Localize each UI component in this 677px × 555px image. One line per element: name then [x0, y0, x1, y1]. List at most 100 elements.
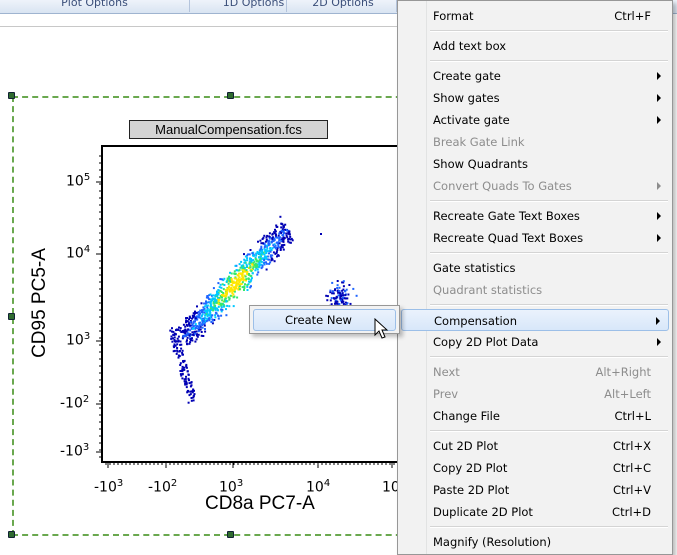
scatter-dot	[243, 285, 246, 288]
menu-item-paste-2d-plot[interactable]: Paste 2D Plot Ctrl+V	[433, 483, 651, 497]
scatter-dot	[191, 390, 194, 393]
scatter-dot	[232, 293, 235, 296]
scatter-dot	[193, 393, 196, 396]
resize-handle-bottom-left[interactable]	[8, 531, 15, 538]
menu-item-duplicate-2d-plot[interactable]: Duplicate 2D Plot Ctrl+D	[433, 505, 651, 519]
scatter-dot	[200, 315, 203, 318]
plot-title[interactable]: ManualCompensation.fcs	[129, 120, 328, 139]
scatter-dot	[241, 281, 244, 284]
scatter-dot	[232, 280, 235, 283]
scatter-dot	[188, 379, 190, 382]
scatter-dot	[246, 270, 249, 273]
scatter-dot	[224, 294, 227, 297]
scatter-dot	[258, 258, 261, 261]
tab-2d-options[interactable]: 2D Options	[290, 0, 397, 12]
scatter-dot	[249, 266, 252, 269]
scatter-dot	[278, 236, 281, 239]
tab-1d-options[interactable]: 1D Options	[221, 0, 287, 12]
scatter-dot	[250, 270, 253, 272]
scatter-dot	[203, 323, 206, 325]
scatter-dot	[221, 308, 224, 311]
menu-item-compensation[interactable]: Compensation	[401, 309, 669, 331]
menu-item-next[interactable]: Next Alt+Right	[433, 365, 651, 379]
scatter-dot	[205, 317, 208, 320]
scatter-dot	[285, 232, 288, 235]
scatter-dot	[241, 274, 244, 277]
scatter-dot	[258, 256, 260, 259]
resize-handle-top[interactable]	[227, 92, 234, 99]
scatter-dot	[246, 265, 249, 268]
scatter-dot	[233, 270, 236, 273]
menu-item-create-gate[interactable]: Create gate	[401, 65, 669, 87]
menu-item-magnify-resolution[interactable]: Magnify (Resolution)	[433, 535, 552, 549]
resize-handle-top-left[interactable]	[8, 92, 15, 99]
scatter-dot	[217, 305, 220, 308]
menu-item-cut-2d-plot[interactable]: Cut 2D Plot Ctrl+X	[433, 439, 651, 453]
scatter-dot	[286, 229, 288, 232]
scatter-dot	[206, 295, 209, 298]
scatter-dot	[259, 253, 262, 256]
scatter-dot	[191, 333, 194, 336]
scatter-dot	[189, 316, 191, 319]
y-tick-label: 104	[66, 244, 91, 262]
scatter-dot	[290, 237, 293, 240]
menu-item-break-gate-link[interactable]: Break Gate Link	[433, 135, 525, 149]
scatter-dot	[185, 383, 188, 386]
menu-item-format[interactable]: Format Ctrl+F	[433, 9, 651, 23]
resize-handle-left[interactable]	[8, 313, 15, 320]
scatter-dot	[219, 278, 222, 281]
scatter-dot	[215, 299, 218, 302]
scatter-dot	[341, 289, 344, 292]
scatter-dot	[239, 278, 242, 281]
scatter-dot	[195, 334, 198, 337]
scatter-dot	[181, 330, 184, 332]
scatter-dot	[265, 268, 268, 271]
scatter-dot	[273, 243, 276, 246]
menu-item-show-gates[interactable]: Show gates	[401, 87, 669, 109]
menu-item-quadrant-statistics[interactable]: Quadrant statistics	[433, 283, 543, 297]
scatter-dot	[261, 252, 264, 255]
x-tick-label: 103	[219, 478, 244, 496]
menu-item-prev[interactable]: Prev Alt+Left	[433, 387, 651, 401]
scatter-dot	[223, 300, 226, 303]
scatter-dot	[185, 340, 188, 343]
menu-item-activate-gate[interactable]: Activate gate	[401, 109, 669, 131]
scatter-dot	[194, 320, 196, 323]
tab-plot-options[interactable]: Plot Options	[0, 0, 190, 12]
menu-item-gate-statistics[interactable]: Gate statistics	[433, 261, 516, 275]
scatter-dot	[246, 285, 249, 288]
menu-item-add-text-box[interactable]: Add text box	[433, 39, 507, 53]
menu-item-convert-quads-to-gates[interactable]: Convert Quads To Gates	[401, 175, 669, 197]
scatter-dot	[179, 327, 182, 330]
scatter-dot	[171, 330, 173, 333]
menu-item-recreate-quad-text-boxes[interactable]: Recreate Quad Text Boxes	[401, 227, 669, 249]
scatter-dot	[190, 397, 193, 399]
scatter-dot	[184, 383, 187, 386]
scatter-dot	[325, 294, 328, 297]
scatter-dot	[265, 262, 268, 265]
menu-item-copy-2d-plot-data[interactable]: Copy 2D Plot Data	[401, 331, 669, 353]
scatter-dot	[248, 267, 250, 269]
compensation-submenu: Create New	[249, 305, 400, 334]
submenu-arrow-icon	[657, 116, 661, 124]
menu-item-recreate-gate-text-boxes[interactable]: Recreate Gate Text Boxes	[401, 205, 669, 227]
scatter-dot	[212, 300, 215, 303]
y-axis-ticks	[96, 155, 102, 458]
menu-item-copy-2d-plot[interactable]: Copy 2D Plot Ctrl+C	[433, 461, 651, 475]
scatter-dot	[209, 310, 212, 313]
scatter-dot	[216, 302, 219, 304]
submenu-arrow-icon	[657, 72, 661, 80]
scatter-dot	[265, 255, 268, 258]
scatter-dot	[185, 375, 187, 378]
scatter-dot	[203, 311, 206, 314]
scatter-dot	[190, 399, 193, 402]
menu-item-show-quadrants[interactable]: Show Quadrants	[433, 157, 528, 171]
menu-item-change-file[interactable]: Change File Ctrl+L	[433, 409, 651, 423]
scatter-dot	[182, 368, 185, 371]
submenu-item-create-new[interactable]: Create New	[253, 309, 396, 331]
resize-handle-bottom[interactable]	[227, 531, 234, 538]
scatter-dot	[228, 305, 231, 308]
scatter-dot	[173, 349, 176, 352]
scatter-dot	[213, 298, 216, 301]
scatter-dot	[182, 353, 184, 356]
